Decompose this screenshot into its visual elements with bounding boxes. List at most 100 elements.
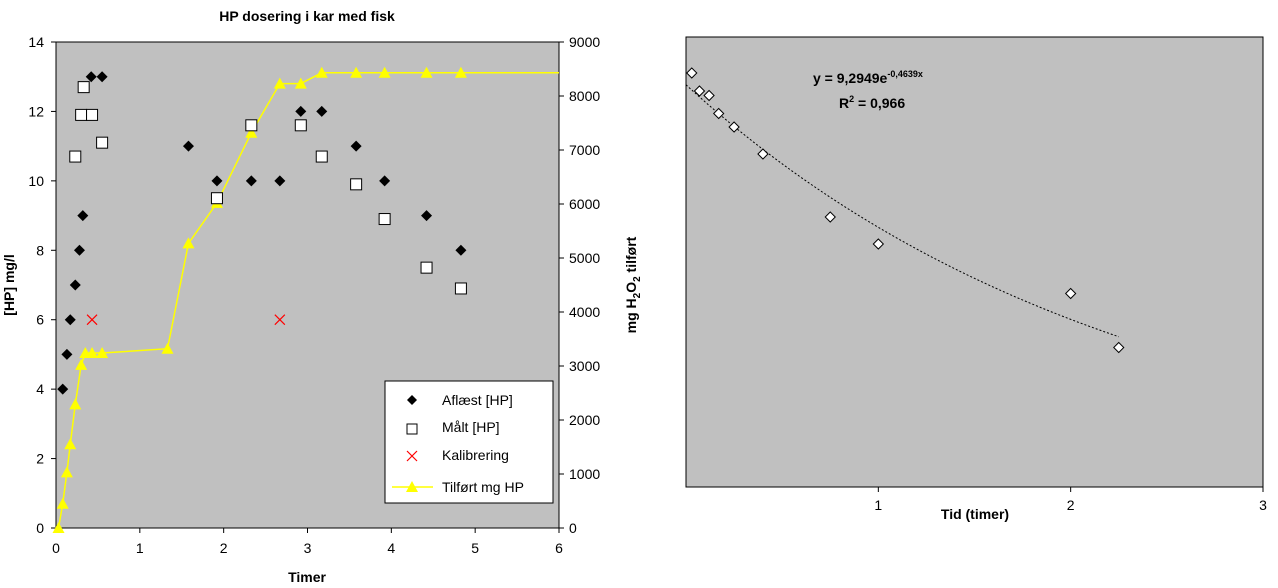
aflaest-diamond-point [379,175,391,187]
y2-label-part-b: O [623,282,639,293]
supply-triangle-point [315,66,328,78]
chart-left-x-label: Timer [288,569,326,585]
right-x-tick-label: 2 [1067,497,1075,513]
trend-equation: y = 9,2949e-0,4639x [813,69,923,86]
y2-tick-label: 2000 [569,412,600,428]
legend-item-aflaest: Aflæst [HP] [407,392,513,408]
y2-label-part-a: mg H [623,298,639,333]
y2-label-sub-2a: 2 [632,292,643,298]
chart-left-title: HP dosering i kar med fisk [219,8,395,24]
legend-label-tilfoert: Tilført mg HP [442,479,524,495]
trend-diamond-point [703,89,715,102]
supply-triangle-point [182,237,195,249]
kalibrering-x-point [274,314,286,326]
legend-triangle-icon [406,481,418,492]
x-tick-label: 3 [304,540,312,556]
supply-triangle-point [64,438,77,450]
aflaest-diamond-point [96,71,108,83]
y-tick-label: 12 [28,103,44,119]
y-tick-label: 14 [28,34,44,50]
aflaest-diamond-point [77,210,89,222]
kalibrering-x-point [86,314,98,326]
y2-tick-label: 1000 [569,466,600,482]
y2-label-part-c: tilført [623,236,639,276]
supply-triangle-point [420,66,433,78]
y2-tick-label: 8000 [569,88,600,104]
legend-label-kalibrering: Kalibrering [442,447,509,463]
trend-diamond-point [757,148,769,160]
y-tick-label: 10 [28,173,44,189]
x-tick-label: 1 [136,540,144,556]
x-tick-label: 4 [387,540,395,556]
y-tick-label: 2 [36,451,44,467]
supply-triangle-point [86,347,99,359]
aflaest-diamond-point [73,244,85,256]
trend-diamond-point [1064,287,1077,300]
r2-sup: 2 [849,94,854,104]
supply-triangle-point [75,358,88,370]
y2-tick-label: 5000 [569,250,600,266]
maalt-square-point [294,119,307,132]
maalt-square-point [210,192,223,205]
aflaest-diamond-point [350,140,362,152]
maalt-square-point [69,150,82,163]
chart-right-x-axis: 1 2 3 [874,487,1267,513]
trend-diamond-point [872,238,885,250]
trend-diamond-point [693,85,706,97]
aflaest-diamond-point [64,314,76,326]
supply-triangle-point [273,77,286,89]
y2-tick-label: 7000 [569,142,600,158]
supply-triangle-point [60,466,73,478]
legend-item-kalibrering: Kalibrering [406,447,509,463]
supply-triangle-point [294,77,307,89]
x-tick-label: 2 [220,540,228,556]
trend-diamond-point [712,107,725,120]
aflaest-diamond-point [57,383,69,395]
y-tick-label: 6 [36,312,44,328]
trend-equation-exponent: -0,4639x [887,69,923,79]
y2-tick-label: 9000 [569,34,600,50]
aflaest-diamond-point [295,105,307,117]
maalt-square-point [378,213,391,226]
x-tick-label: 6 [555,540,563,556]
aflaest-diamond-point [211,175,223,187]
legend-item-tilfoert: Tilført mg HP [392,479,524,495]
right-x-tick-label: 1 [874,497,882,513]
y2-tick-label: 0 [569,520,577,536]
y-tick-label: 8 [36,242,44,258]
trend-diamond-point [1113,341,1125,354]
supply-triangle-point [245,126,258,138]
supply-triangle-point [378,66,391,78]
aflaest-diamond-point [182,140,194,152]
chart-left-marks [52,66,559,533]
chart-left-y-label: [HP] mg/l [1,254,17,315]
chart-left-y2-label: mg H2O2 tilført [623,236,643,333]
chart-right-plot-area [685,36,1264,488]
y2-tick-label: 6000 [569,196,600,212]
maalt-square-point [245,119,258,132]
chart-right-x-label: Tid (timer) [941,506,1009,522]
maalt-square-point [420,261,433,274]
legend-label-maalt: Målt [HP] [442,419,500,435]
maalt-square-point [350,178,363,191]
right-x-tick-label: 3 [1259,497,1267,513]
maalt-square-point [454,282,467,295]
supply-triangle-point [454,66,467,78]
aflaest-diamond-point [245,175,257,187]
legend-label-aflaest: Aflæst [HP] [442,392,513,408]
chart-left-y2-axis: 0 1000 2000 3000 4000 5000 6000 7000 8000 9000 [559,34,600,536]
aflaest-diamond-point [85,71,97,83]
supply-triangle-point [96,347,109,359]
supply-triangle-point [52,522,65,533]
maalt-square-point [96,136,109,149]
chart-right-marks [685,67,1125,354]
aflaest-diamond-point [61,348,73,360]
maalt-square-point [75,108,88,121]
trend-diamond-point [728,121,740,133]
maalt-square-point [86,108,99,121]
legend-x-icon [406,450,418,462]
aflaest-diamond-point [421,210,433,222]
maalt-square-point [315,150,328,163]
